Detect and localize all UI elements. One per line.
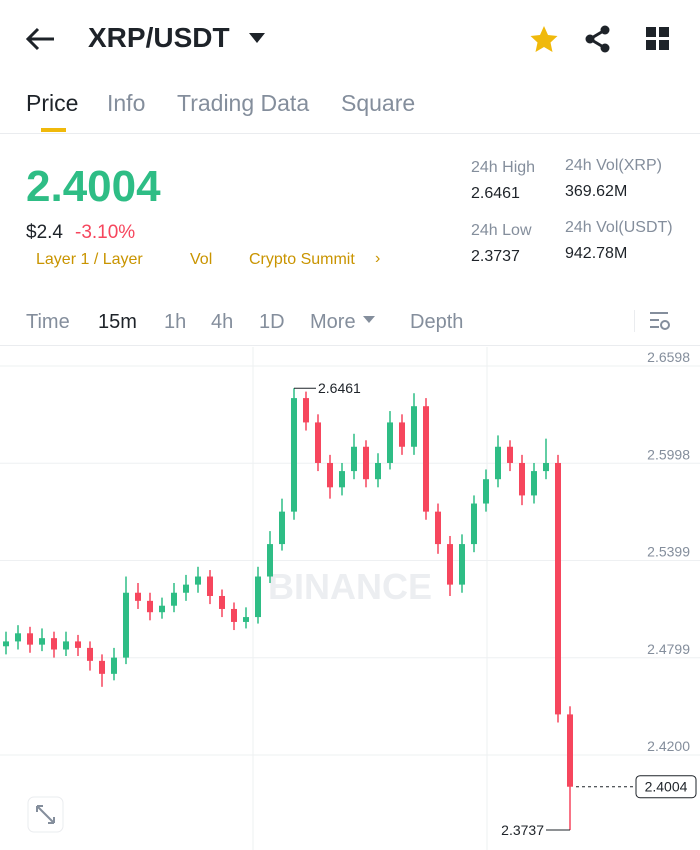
tab-indicator: [41, 128, 66, 132]
divider: [0, 133, 700, 134]
candle-body: [375, 462, 381, 480]
tag[interactable]: Layer 1 / Layer: [36, 251, 143, 268]
divider: [0, 345, 700, 346]
candle-body: [51, 638, 57, 650]
candle-body: [87, 647, 93, 661]
candle-body: [483, 479, 489, 504]
candle-chart: BINANCE 2.6598 2.5998 2.5399 2.4799 2.4200 2.…: [0, 347, 700, 850]
candle-body: [363, 446, 369, 480]
candle-body: [327, 462, 333, 488]
stat-value: 2.3737: [471, 248, 520, 265]
candle-body: [267, 544, 273, 577]
candle-body: [231, 608, 237, 622]
candle-body: [303, 398, 309, 423]
y-tick-label: 2.6598: [647, 349, 690, 365]
candle-body: [351, 446, 357, 472]
candle-body: [27, 633, 33, 645]
candle-body: [519, 462, 525, 496]
low-label: 2.3737: [501, 822, 544, 838]
tag[interactable]: Crypto Summit: [249, 251, 355, 268]
candle-body: [291, 398, 297, 512]
candle-body: [495, 446, 501, 480]
interval[interactable]: 1h: [164, 311, 187, 333]
candle-body: [567, 714, 573, 787]
candle-body: [171, 592, 177, 606]
tab[interactable]: Info: [107, 90, 146, 116]
interval[interactable]: 15m: [98, 311, 137, 333]
candle-body: [399, 422, 405, 447]
candle-body: [507, 446, 513, 463]
tag[interactable]: Vol: [190, 251, 213, 268]
expand-icon: [36, 805, 55, 824]
candle-body: [447, 544, 453, 585]
stat-label: 24h Low: [471, 222, 532, 239]
candle-body: [195, 576, 201, 585]
candle-body: [423, 406, 429, 512]
candle-body: [39, 638, 45, 645]
tab[interactable]: Trading Data: [177, 90, 310, 116]
interval[interactable]: More: [310, 311, 356, 333]
interval[interactable]: Depth: [410, 311, 464, 333]
candle-body: [147, 600, 153, 613]
candle-body: [411, 406, 417, 447]
back-icon[interactable]: [24, 26, 58, 52]
candle-body: [459, 544, 465, 585]
pair-title[interactable]: XRP/USDT: [88, 22, 230, 53]
tab[interactable]: Price: [26, 90, 79, 116]
stat-value: 369.62M: [565, 183, 628, 200]
candle-body: [255, 576, 261, 618]
candle-body: [315, 422, 321, 463]
candle-body: [543, 462, 549, 472]
price-change: -3.10%: [75, 222, 136, 243]
tab[interactable]: Square: [341, 90, 416, 116]
candle-body: [555, 462, 561, 715]
y-tick-label: 2.5998: [647, 446, 690, 462]
candle-body: [3, 641, 9, 647]
watermark: BINANCE: [268, 566, 432, 607]
interval[interactable]: 1D: [259, 311, 285, 333]
stat-value: 2.6461: [471, 185, 520, 202]
dropdown-icon[interactable]: [248, 32, 266, 44]
y-tick-label: 2.5399: [647, 543, 690, 559]
candle-body: [15, 633, 21, 642]
candle-body: [219, 595, 225, 609]
favorite-icon[interactable]: [529, 25, 559, 53]
candle-body: [75, 641, 81, 648]
candle-body: [339, 471, 345, 488]
candle-body: [531, 471, 537, 496]
tag-arrow[interactable]: ›: [375, 250, 381, 267]
last-price-label: 2.4004: [645, 779, 688, 795]
share-icon[interactable]: [584, 25, 612, 53]
stat-value: 942.78M: [565, 245, 628, 262]
candle-body: [279, 511, 285, 545]
candle-body: [99, 660, 105, 674]
candle-body: [435, 511, 441, 545]
settings-icon[interactable]: [648, 310, 672, 332]
candle-body: [111, 657, 117, 674]
candle-body: [123, 592, 129, 658]
y-tick-label: 2.4200: [647, 738, 690, 754]
more-caret[interactable]: [363, 316, 375, 324]
divider: [634, 310, 635, 332]
stat-label: 24h High: [471, 159, 536, 176]
candle-body: [207, 576, 213, 596]
candle-body: [243, 617, 249, 622]
candle-body: [63, 641, 69, 650]
high-label: 2.6461: [318, 380, 361, 396]
candle-body: [135, 592, 141, 601]
grid-icon[interactable]: [646, 27, 670, 51]
stat-label: 24h Vol(XRP): [565, 157, 662, 174]
candle-body: [159, 605, 165, 613]
usd-price: $2.4: [26, 222, 63, 243]
last-price-box: [635, 775, 697, 799]
stat-label: 24h Vol(USDT): [565, 219, 673, 236]
interval[interactable]: Time: [26, 311, 70, 333]
candle-body: [183, 584, 189, 593]
interval[interactable]: 4h: [211, 311, 234, 333]
candle-body: [471, 503, 477, 545]
y-tick-label: 2.4799: [647, 641, 690, 657]
candle-body: [387, 422, 393, 463]
last-price: 2.4004: [26, 162, 161, 211]
